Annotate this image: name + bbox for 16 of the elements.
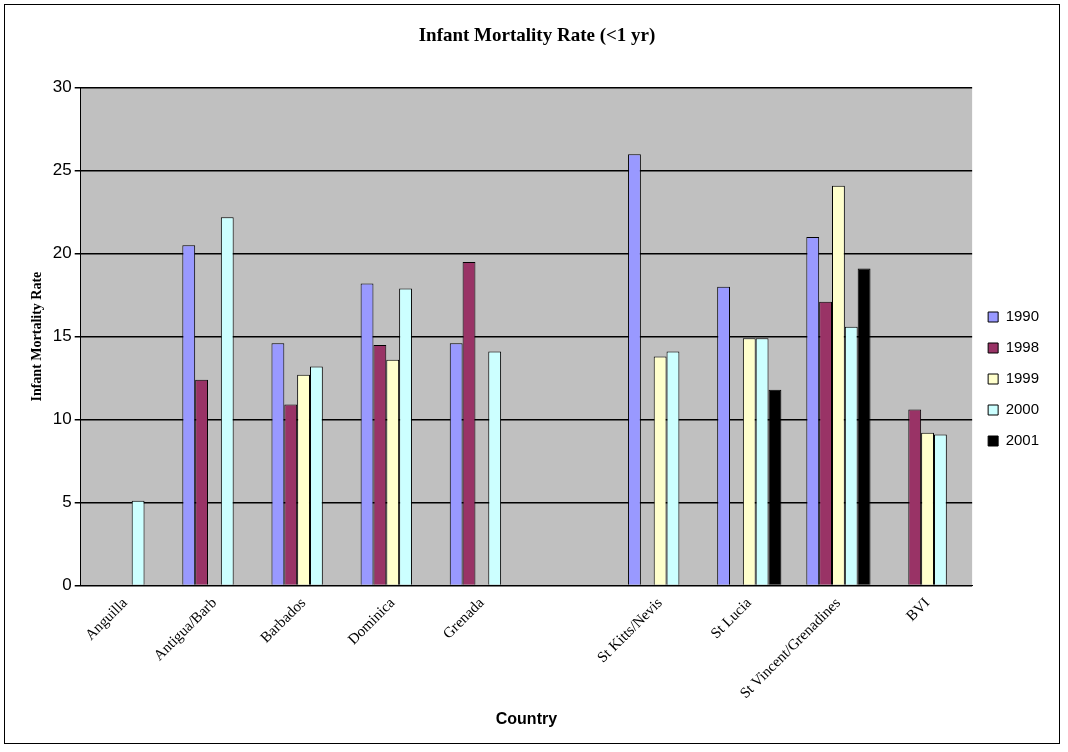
chart-title: Infant Mortality Rate (<1 yr) — [418, 24, 656, 47]
x-axis-title: Country — [495, 709, 558, 727]
y-tick-label: 30 — [52, 77, 72, 97]
legend-label: 1998 — [1005, 338, 1040, 356]
legend-label: 1990 — [1005, 307, 1040, 325]
y-axis-title: Infant Mortality Rate — [29, 271, 45, 402]
y-tick-label: 10 — [52, 409, 72, 429]
x-tick-label: BVI — [902, 594, 933, 624]
legend-label: 2001 — [1005, 431, 1040, 449]
y-tick-label: 5 — [62, 492, 72, 512]
y-tick-label: 20 — [52, 243, 72, 263]
legend-label: 2000 — [1005, 400, 1040, 418]
y-tick-label: 15 — [52, 326, 72, 346]
y-tick-label: 25 — [52, 160, 72, 180]
y-tick-label: 0 — [62, 575, 72, 595]
legend-label: 1999 — [1005, 369, 1040, 387]
